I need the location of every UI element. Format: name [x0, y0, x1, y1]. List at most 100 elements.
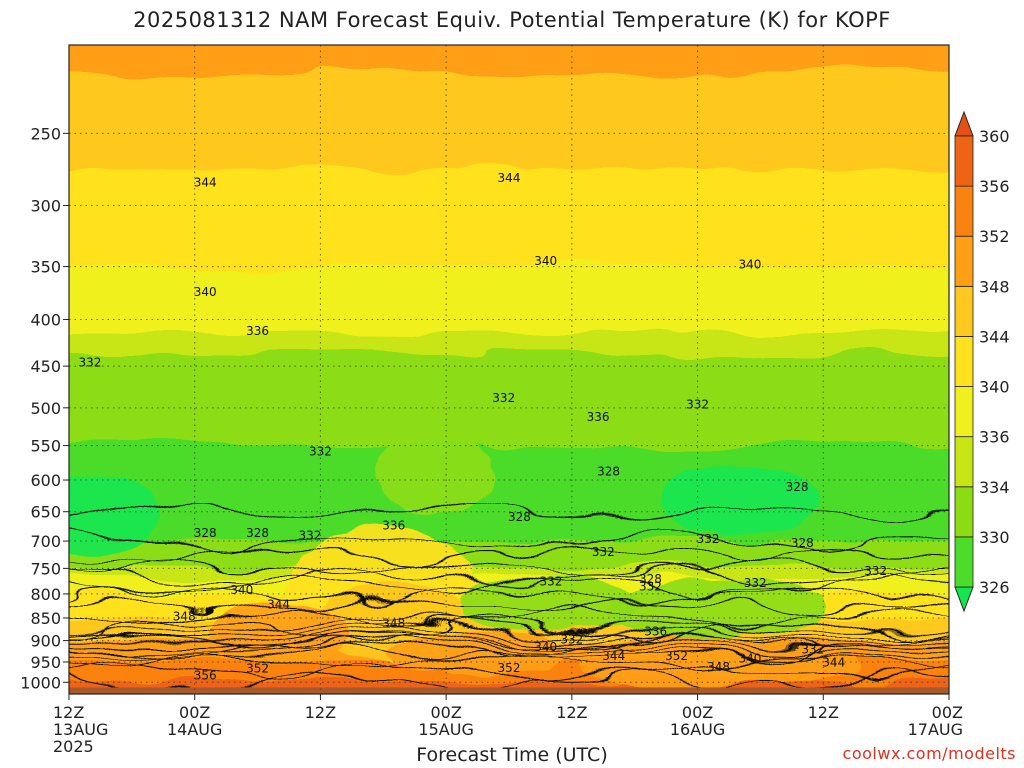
contour-label: 348 [382, 616, 405, 630]
contour-label-text: 340 [194, 285, 217, 299]
contour-label: 332 [686, 398, 709, 412]
theta-e-band-row [69, 331, 949, 335]
theta-e-band-row [69, 442, 949, 446]
y-tick-label: 600 [30, 471, 61, 490]
theta-e-feature [472, 261, 713, 306]
theta-e-band-row [69, 337, 949, 341]
theta-e-band-row [69, 475, 949, 479]
theta-e-band-row [69, 64, 949, 68]
theta-e-band-row [69, 97, 949, 101]
theta-e-band-row [69, 58, 949, 62]
x-tick-label: 16AUG [670, 720, 725, 739]
theta-e-band-row [69, 184, 949, 188]
theta-e-band-row [69, 148, 949, 152]
contour-line [69, 545, 949, 565]
theta-e-band-row [69, 241, 949, 245]
contour-line [69, 641, 949, 661]
theta-e-band-row [69, 568, 949, 572]
theta-e-band-row [69, 142, 949, 146]
theta-e-band-row [69, 181, 949, 185]
theta-e-band-row [69, 256, 949, 260]
theta-e-band-row [69, 199, 949, 203]
theta-e-band-row [69, 424, 949, 428]
theta-e-band-row [69, 45, 949, 47]
contour-label-text: 348 [173, 610, 196, 624]
theta-e-feature [128, 365, 429, 402]
theta-e-band-row [69, 136, 949, 140]
y-tick-label: 300 [30, 197, 61, 216]
contour-label-text: 332 [539, 574, 562, 588]
contour-label: 344 [822, 655, 845, 669]
x-tick-label: 12Z [53, 703, 84, 722]
theta-e-band-row [69, 307, 949, 311]
theta-e-band-row [69, 382, 949, 386]
theta-e-band-row [69, 223, 949, 227]
theta-e-band-row [39, 40, 979, 44]
y-tick-label: 400 [30, 310, 61, 329]
theta-e-band-row [69, 127, 949, 131]
theta-e-band-row [69, 523, 949, 527]
theta-e-band-row [69, 490, 949, 494]
contour-label: 332 [78, 356, 101, 370]
contour-label-text: 336 [587, 410, 610, 424]
theta-e-band-row [69, 112, 949, 116]
theta-e-band-row [69, 103, 949, 107]
contour-label-text: 340 [230, 583, 253, 597]
contour-label: 332 [592, 545, 615, 559]
theta-e-band-row [69, 451, 949, 455]
contour-label: 356 [194, 669, 217, 683]
contour-line [69, 575, 949, 595]
contour-label: 336 [246, 324, 269, 338]
theta-e-band-row [69, 139, 949, 143]
contour-label: 340 [534, 254, 557, 268]
theta-e-band-row [69, 538, 949, 542]
theta-e-band-row [69, 400, 949, 404]
credit-link[interactable]: coolwx.com/modelts [842, 744, 1016, 763]
theta-e-band-row [69, 118, 949, 122]
contour-label-text: 332 [639, 579, 662, 593]
theta-e-band-row [69, 460, 949, 464]
theta-e-band-row [69, 259, 949, 263]
theta-e-band-row [69, 154, 949, 158]
contour-label-text: 344 [822, 655, 845, 669]
x-tick-label: 12Z [808, 703, 839, 722]
theta-e-band-row [69, 487, 949, 491]
ground-band [69, 687, 949, 694]
theta-e-band-row [69, 541, 949, 545]
theta-e-band-row [69, 178, 949, 182]
theta-e-band-row [69, 76, 949, 80]
colorbar-tick-label: 340 [979, 378, 1010, 397]
colorbar-segment [954, 185, 974, 237]
theta-e-band-row [69, 244, 949, 248]
theta-e-feature [659, 464, 820, 535]
contour-line [69, 623, 949, 643]
theta-e-band-row [69, 358, 949, 362]
theta-e-band-row [69, 130, 949, 134]
theta-e-band-row [69, 238, 949, 242]
contour-label-text: 328 [791, 536, 814, 550]
contour-label-text: 344 [194, 175, 217, 189]
theta-e-band-row [69, 433, 949, 437]
contour-label-text: 352 [246, 662, 269, 676]
contour-label: 344 [267, 598, 290, 612]
x-tick-label: 12Z [305, 703, 336, 722]
contour-label-text: 332 [560, 632, 583, 646]
contour-line [69, 634, 949, 654]
y-tick-label: 1000 [20, 673, 61, 692]
theta-e-band-row [69, 367, 949, 371]
theta-e-band-row [69, 415, 949, 419]
ground-band-fill [69, 687, 949, 694]
chart-title: 2025081312 NAM Forecast Equiv. Potential… [133, 8, 891, 32]
theta-e-band-row [69, 526, 949, 530]
colorbar-segment [954, 285, 974, 337]
theta-e-band-row [69, 229, 949, 233]
theta-e-band-row [69, 370, 949, 374]
theta-e-band-row [69, 250, 949, 254]
colorbar-tick-label: 336 [979, 428, 1010, 447]
theta-e-band-row [69, 532, 949, 536]
contour-label-text: 340 [534, 640, 557, 654]
theta-e-band-row [69, 493, 949, 497]
contour-label-text: 352 [498, 661, 521, 675]
contour-line [69, 639, 949, 659]
theta-e-band-row [69, 61, 949, 65]
